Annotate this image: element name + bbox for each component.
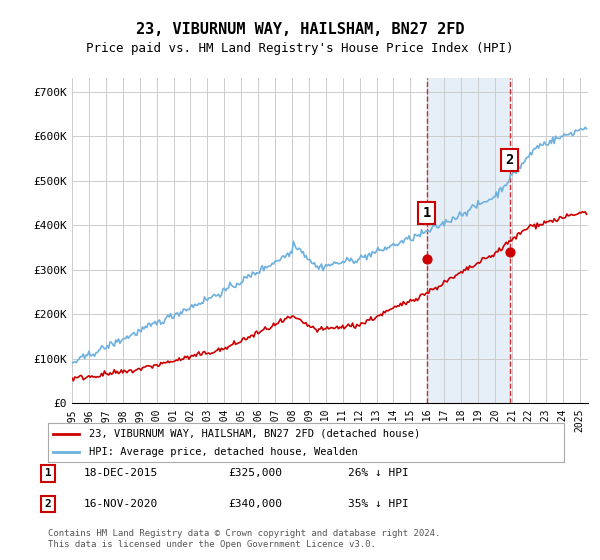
Text: 2: 2 [44,499,52,509]
Text: £325,000: £325,000 [228,468,282,478]
Text: 35% ↓ HPI: 35% ↓ HPI [348,499,409,509]
Bar [427,78,510,403]
Text: £340,000: £340,000 [228,499,282,509]
Text: Contains HM Land Registry data © Crown copyright and database right 2024.
This d: Contains HM Land Registry data © Crown c… [48,529,440,549]
Text: 2: 2 [506,153,514,167]
Text: 1: 1 [44,468,52,478]
Text: 23, VIBURNUM WAY, HAILSHAM, BN27 2FD (detached house): 23, VIBURNUM WAY, HAILSHAM, BN27 2FD (de… [89,429,421,439]
Text: HPI: Average price, detached house, Wealden: HPI: Average price, detached house, Weal… [89,447,358,457]
Text: 18-DEC-2015: 18-DEC-2015 [84,468,158,478]
Text: Price paid vs. HM Land Registry's House Price Index (HPI): Price paid vs. HM Land Registry's House … [86,42,514,55]
Point [505,248,515,256]
Text: 23, VIBURNUM WAY, HAILSHAM, BN27 2FD: 23, VIBURNUM WAY, HAILSHAM, BN27 2FD [136,22,464,38]
Text: 1: 1 [422,206,431,220]
Point [422,254,431,263]
Text: 26% ↓ HPI: 26% ↓ HPI [348,468,409,478]
Text: 16-NOV-2020: 16-NOV-2020 [84,499,158,509]
